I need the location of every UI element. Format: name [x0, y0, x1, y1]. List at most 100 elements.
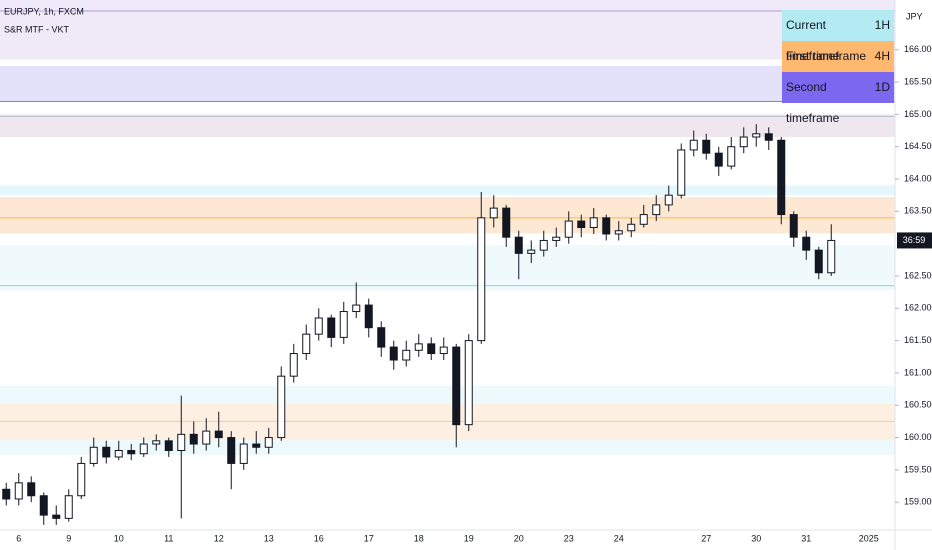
x-tick-label: 6: [16, 533, 21, 543]
legend-label: Current timeframe: [786, 18, 840, 63]
legend-label: First timeframe: [786, 49, 867, 63]
sr-zone: [0, 185, 895, 196]
x-tick-label: 10: [114, 533, 124, 543]
x-tick-label: 9: [66, 533, 71, 543]
x-tick-label: 16: [314, 533, 324, 543]
candle-body: [789, 214, 798, 238]
x-tick-label: 13: [264, 533, 274, 543]
candle-body: [464, 340, 473, 426]
legend-value: 4H: [874, 49, 890, 63]
candle-body: [639, 214, 648, 225]
sr-zone: [0, 114, 895, 138]
candle-body: [602, 217, 611, 235]
chart-title: EURJPY, 1h, FXCM: [4, 6, 84, 16]
candle-body: [664, 194, 673, 206]
x-tick-label: 23: [564, 533, 574, 543]
x-tick-label: 20: [514, 533, 524, 543]
y-tick-label: 165.000: [904, 109, 932, 119]
candle-body: [827, 239, 836, 274]
candle-body: [764, 133, 773, 141]
candle-body: [364, 304, 373, 329]
candle-body: [139, 443, 148, 455]
candle-body: [214, 430, 223, 439]
candle-body: [689, 139, 698, 151]
x-tick-label: 27: [701, 533, 711, 543]
legend-label: Second timeframe: [786, 80, 840, 125]
candle-body: [389, 346, 398, 361]
candle-body: [589, 217, 598, 229]
y-axis-label: JPY: [906, 11, 923, 21]
candle-body: [814, 249, 823, 274]
candle-body: [302, 333, 311, 355]
y-tick-label: 162.500: [904, 270, 932, 280]
candle-body: [539, 239, 548, 251]
sr-zone: [0, 244, 895, 291]
candle-body: [552, 236, 561, 241]
candle-body: [377, 327, 386, 348]
y-tick-label: 160.000: [904, 432, 932, 442]
candle-body: [202, 430, 211, 445]
candle-body: [252, 443, 261, 448]
legend-row: Second timeframe 1D: [782, 72, 894, 125]
candle-body: [177, 433, 186, 451]
x-tick-label: 11: [164, 533, 173, 543]
x-tick-label: 17: [364, 533, 374, 543]
x-tick-label: 19: [464, 533, 474, 543]
candle-body: [739, 136, 748, 148]
candle-body: [427, 343, 436, 355]
y-tick-label: 161.500: [904, 335, 932, 345]
candle-body: [264, 437, 273, 448]
candle-body: [452, 346, 461, 426]
last-price-label: 36:59: [903, 235, 926, 245]
legend-table: Current timeframe 1H First timeframe 4H Seco…: [782, 10, 894, 125]
candle-body: [439, 346, 448, 355]
candle-body: [127, 450, 136, 455]
candle-body: [39, 495, 48, 516]
candle-body: [52, 514, 61, 519]
candle-body: [64, 495, 73, 519]
legend-row: First timeframe 4H: [782, 41, 894, 72]
x-tick-label: 24: [614, 533, 624, 543]
candle-body: [402, 349, 411, 361]
x-tick-label: 30: [751, 533, 761, 543]
candle-body: [627, 223, 636, 232]
candle-body: [164, 440, 173, 451]
sr-zone: [0, 197, 895, 234]
candle-body: [577, 220, 586, 229]
x-tick-label: 12: [214, 533, 224, 543]
candle-body: [152, 440, 161, 445]
candle-body: [89, 446, 98, 464]
last-price-box: [897, 232, 932, 249]
candle-body: [289, 353, 298, 377]
candle-body: [777, 139, 786, 216]
candle-body: [502, 207, 511, 238]
candle-body: [714, 152, 723, 167]
candle-body: [277, 375, 286, 439]
candle-body: [477, 217, 486, 342]
candle-body: [727, 146, 736, 167]
y-tick-label: 162.000: [904, 303, 932, 313]
candle-body: [314, 317, 323, 335]
legend-row: Current timeframe 1H: [782, 10, 894, 63]
candle-body: [189, 433, 198, 445]
candle-body: [77, 462, 86, 497]
candle-body: [14, 482, 23, 500]
candle-body: [327, 317, 336, 338]
candle-body: [414, 343, 423, 351]
sr-zone: [0, 440, 895, 456]
y-tick-label: 163.500: [904, 206, 932, 216]
candle-body: [702, 139, 711, 154]
x-tick-label: 31: [801, 533, 811, 543]
x-tick-label: 18: [414, 533, 424, 543]
chart-subtitle: S&R MTF - VKT: [4, 24, 70, 34]
candle-body: [564, 220, 573, 238]
sr-zone: [0, 385, 895, 404]
candle-body: [339, 311, 348, 338]
y-tick-label: 161.000: [904, 367, 932, 377]
candle-body: [489, 207, 498, 219]
y-tick-label: 166.000: [904, 44, 932, 54]
candle-body: [352, 304, 361, 313]
y-tick-label: 160.500: [904, 400, 932, 410]
